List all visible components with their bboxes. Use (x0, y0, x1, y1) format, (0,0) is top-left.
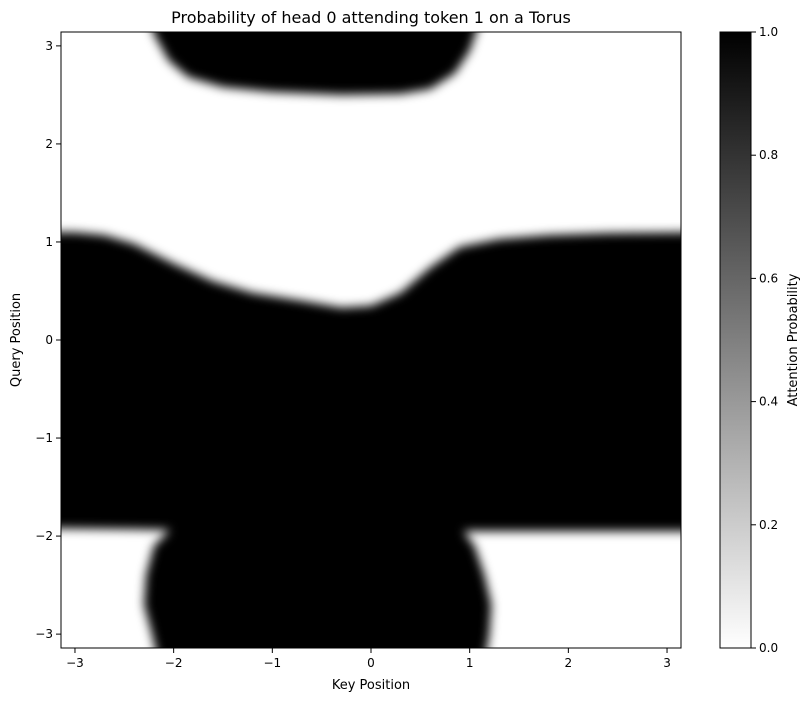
y-tick-label: 0 (45, 333, 53, 347)
top-dark-lobe (153, 32, 477, 95)
x-tick-label: −1 (263, 656, 281, 670)
x-axis-label: Key Position (332, 678, 410, 693)
colorbar: 0.0 0.2 0.4 0.6 0.8 1.0 Attention Probability (719, 25, 801, 655)
colorbar-ticks: 0.0 0.2 0.4 0.6 0.8 1.0 (751, 25, 778, 655)
y-tick-label: 3 (45, 39, 53, 53)
colorbar-tick-label: 1.0 (759, 25, 778, 39)
x-tick-label: 3 (663, 656, 671, 670)
bottom-dark-lobe (144, 526, 492, 648)
colorbar-tick-label: 0.2 (759, 518, 778, 532)
chart-title: Probability of head 0 attending token 1 … (171, 8, 571, 27)
colorbar-tick-label: 0.8 (759, 148, 778, 162)
central-dark-band (61, 232, 681, 532)
y-tick-label: −3 (35, 627, 53, 641)
x-axis: −3 −2 −1 0 1 2 3 (66, 648, 671, 670)
x-tick-label: 1 (466, 656, 474, 670)
colorbar-gradient (719, 31, 752, 649)
colorbar-label: Attention Probability (786, 273, 801, 406)
y-tick-label: −1 (35, 431, 53, 445)
y-tick-label: −2 (35, 529, 53, 543)
x-tick-label: 2 (565, 656, 573, 670)
colorbar-tick-label: 0.4 (759, 395, 778, 409)
y-tick-label: 1 (45, 235, 53, 249)
colorbar-tick-label: 0.0 (759, 641, 778, 655)
y-axis: −3 −2 −1 0 1 2 3 (35, 39, 61, 641)
x-tick-label: −2 (165, 656, 183, 670)
y-tick-label: 2 (45, 137, 53, 151)
y-axis-label: Query Position (9, 293, 24, 387)
heatmap-regions (61, 32, 681, 648)
heatmap-plot-area (60, 31, 682, 649)
x-tick-label: 0 (367, 656, 375, 670)
colorbar-tick-label: 0.6 (759, 271, 778, 285)
x-tick-label: −3 (66, 656, 84, 670)
